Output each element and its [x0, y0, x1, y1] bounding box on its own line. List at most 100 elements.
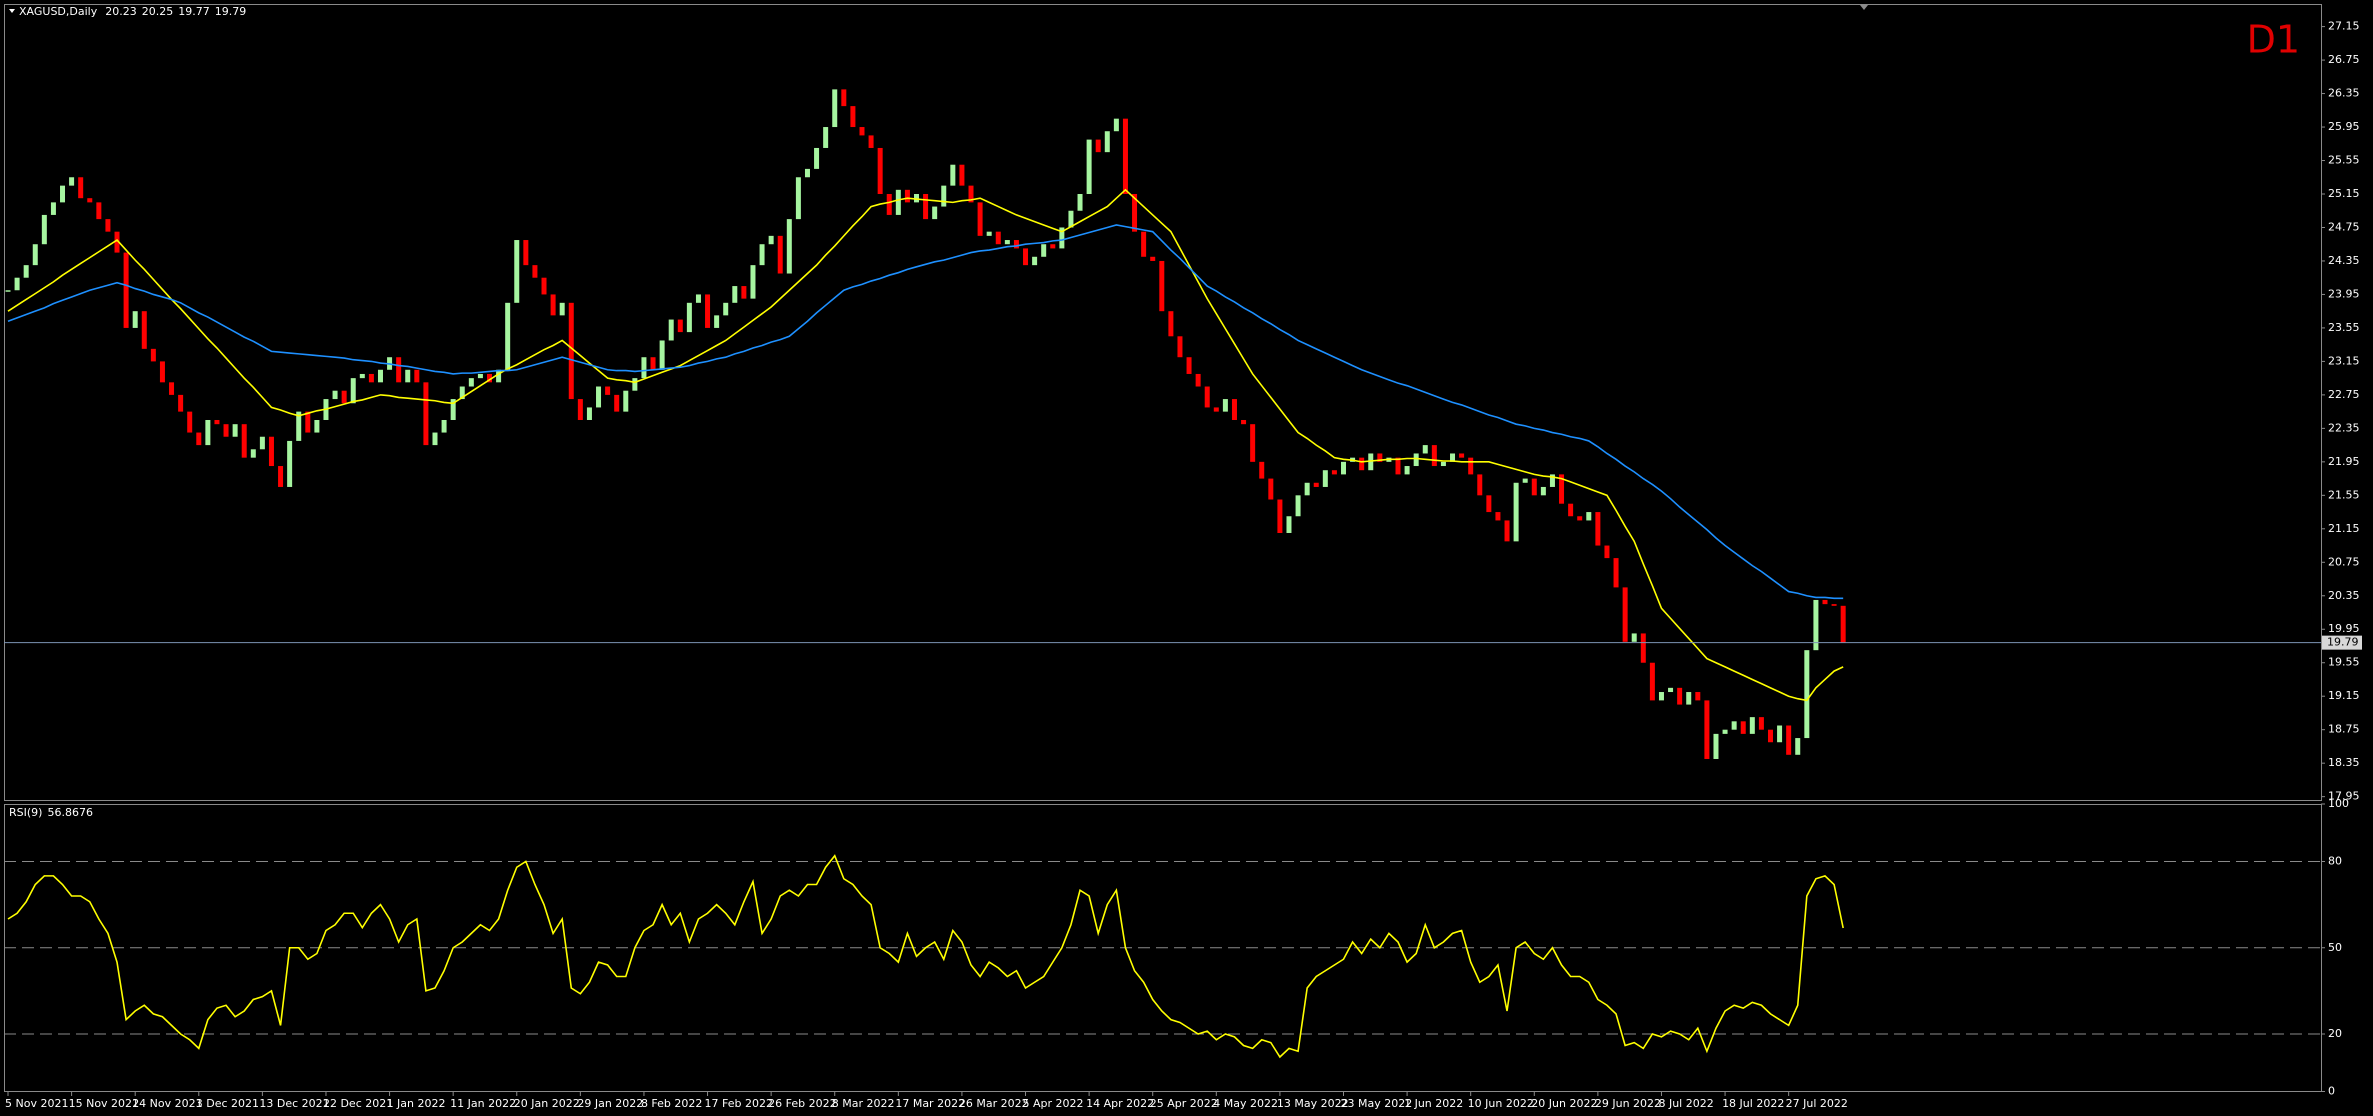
candle [895, 189, 901, 215]
candle [1122, 118, 1128, 195]
candle [1477, 474, 1483, 496]
candle [1195, 373, 1201, 387]
candle [141, 311, 147, 349]
rsi-line [7, 854, 1844, 1059]
x-tick-label: 25 Apr 2022 [1150, 1097, 1218, 1110]
candle [405, 369, 411, 383]
candle [759, 244, 765, 266]
y-tick-label: 26.75 [2328, 53, 2360, 66]
candle [623, 390, 629, 412]
candle [1613, 558, 1619, 588]
candle [432, 432, 438, 446]
y-tick-label: 20 [2328, 1027, 2342, 1040]
candle [1831, 604, 1837, 606]
candle [132, 311, 138, 328]
candle [1259, 461, 1265, 479]
x-tick-label: 11 Jan 2022 [450, 1097, 516, 1110]
x-tick-label: 10 Jun 2022 [1468, 1097, 1534, 1110]
x-tick-label: 29 Jun 2022 [1595, 1097, 1661, 1110]
low-value: 19.77 [178, 5, 210, 18]
candle [1504, 520, 1510, 542]
candle [1767, 729, 1773, 743]
candle [1704, 700, 1710, 759]
moving-average [7, 224, 1844, 600]
candle [368, 373, 374, 383]
candle [614, 394, 620, 412]
candle [1422, 445, 1428, 454]
candle [5, 290, 11, 292]
candle [723, 302, 729, 316]
candle [1740, 721, 1746, 734]
y-tick-label: 20.75 [2328, 555, 2360, 568]
candle [1731, 721, 1737, 730]
candle [1286, 516, 1292, 533]
x-tick-label: 8 Feb 2022 [641, 1097, 702, 1110]
candle [78, 177, 84, 199]
y-tick-label: 23.55 [2328, 321, 2360, 334]
y-tick-label: 24.35 [2328, 254, 2360, 267]
candle [786, 219, 792, 274]
candle [686, 302, 692, 333]
x-tick-label: 5 Nov 2021 [5, 1097, 68, 1110]
candle [423, 382, 429, 446]
x-tick-label: 23 May 2022 [1340, 1097, 1412, 1110]
candle [1141, 231, 1147, 257]
candle [1404, 466, 1410, 475]
y-tick-label: 27.15 [2328, 20, 2360, 33]
candle [932, 206, 938, 220]
rsi-header: RSI(9) 56.8676 [9, 806, 93, 819]
x-tick-label: 17 Mar 2022 [895, 1097, 965, 1110]
x-tick-label: 27 Jul 2022 [1786, 1097, 1848, 1110]
candle [950, 164, 956, 186]
candle [1468, 457, 1474, 475]
candle [568, 302, 574, 400]
moving-average [7, 188, 1844, 702]
candle [605, 386, 611, 395]
candle [1568, 503, 1574, 517]
candle [1304, 482, 1310, 496]
candle [1595, 512, 1601, 546]
candle [487, 373, 493, 383]
y-tick-label: 24.75 [2328, 220, 2360, 233]
x-tick-label: 24 Nov 2021 [132, 1097, 202, 1110]
open-value: 20.23 [105, 5, 137, 18]
candle [305, 411, 311, 433]
candle [1222, 399, 1228, 412]
candle [914, 194, 919, 203]
y-tick-label: 23.95 [2328, 287, 2360, 300]
candle [1241, 419, 1247, 425]
y-tick-label: 20.35 [2328, 589, 2360, 602]
candle [1649, 662, 1655, 701]
candle [96, 202, 102, 220]
candle [159, 361, 165, 383]
candle [1713, 733, 1719, 759]
candle [777, 235, 783, 274]
candle [714, 315, 720, 328]
candle [1177, 336, 1183, 358]
candle [550, 294, 556, 316]
candle [532, 265, 538, 278]
candle [1440, 461, 1446, 467]
candle [941, 185, 947, 207]
candle [105, 219, 111, 232]
candle [977, 202, 983, 236]
candle [14, 277, 20, 291]
candle [468, 378, 474, 387]
candle [823, 127, 829, 148]
candle [1159, 260, 1165, 312]
candle [1113, 118, 1119, 132]
x-tick-label: 4 May 2022 [1213, 1097, 1278, 1110]
candle [1640, 633, 1646, 663]
candle [995, 231, 1001, 245]
x-tick-label: 22 Dec 2021 [323, 1097, 393, 1110]
candle [87, 198, 93, 203]
candle [1368, 453, 1374, 471]
candle [1531, 478, 1537, 496]
candle [814, 147, 820, 169]
candle [414, 369, 420, 383]
candle [1250, 424, 1256, 462]
candle [441, 419, 447, 433]
candle [296, 411, 302, 441]
